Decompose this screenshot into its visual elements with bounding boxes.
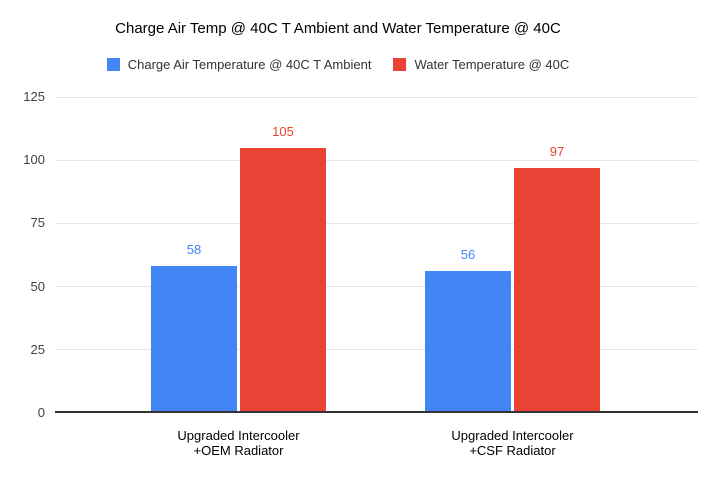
bar-column: 56 xyxy=(425,247,511,411)
bar-value-label: 97 xyxy=(549,143,565,159)
legend-item-water-temp: Water Temperature @ 40C xyxy=(393,57,569,72)
gridline xyxy=(55,286,698,288)
gridline xyxy=(55,222,698,224)
plot-area: 58 105 56 97 xyxy=(55,96,698,413)
bar-column: 105 xyxy=(240,124,326,411)
y-tick-label: 125 xyxy=(23,89,45,104)
y-tick-label: 50 xyxy=(30,278,45,294)
gridline xyxy=(55,159,698,161)
x-axis-baseline xyxy=(55,411,698,413)
legend-item-charge-air: Charge Air Temperature @ 40C T Ambient xyxy=(106,56,372,72)
bar xyxy=(425,271,511,411)
bar-column: 97 xyxy=(514,144,600,411)
bar-group: 58 105 xyxy=(151,124,326,411)
bar xyxy=(151,266,237,411)
gridline xyxy=(55,349,698,351)
x-category-label: Upgraded Intercooler +CSF Radiator xyxy=(451,428,574,458)
y-tick-label: 100 xyxy=(23,152,45,168)
bar-value-label: 58 xyxy=(186,242,202,258)
x-category-label: Upgraded Intercooler +OEM Radiator xyxy=(177,428,300,458)
y-tick-label: 25 xyxy=(30,341,45,357)
chart-title: Charge Air Temp @ 40C T Ambient and Wate… xyxy=(115,20,561,37)
y-tick-label: 75 xyxy=(30,215,45,231)
legend-label: Water Temperature @ 40C xyxy=(414,56,570,72)
bar-value-label: 56 xyxy=(460,247,476,263)
bar-column: 58 xyxy=(151,242,237,411)
legend-swatch-red-icon xyxy=(393,57,407,71)
bar xyxy=(240,147,326,411)
y-tick-label: 0 xyxy=(37,405,45,420)
legend-swatch-blue-icon xyxy=(106,57,120,71)
legend-label: Charge Air Temperature @ 40C T Ambient xyxy=(127,56,372,72)
gridline xyxy=(55,96,698,98)
bar-group: 56 97 xyxy=(425,144,600,411)
bar xyxy=(514,167,600,411)
bar-value-label: 105 xyxy=(272,123,294,139)
chart-legend: Charge Air Temperature @ 40C T Ambient W… xyxy=(0,55,676,73)
